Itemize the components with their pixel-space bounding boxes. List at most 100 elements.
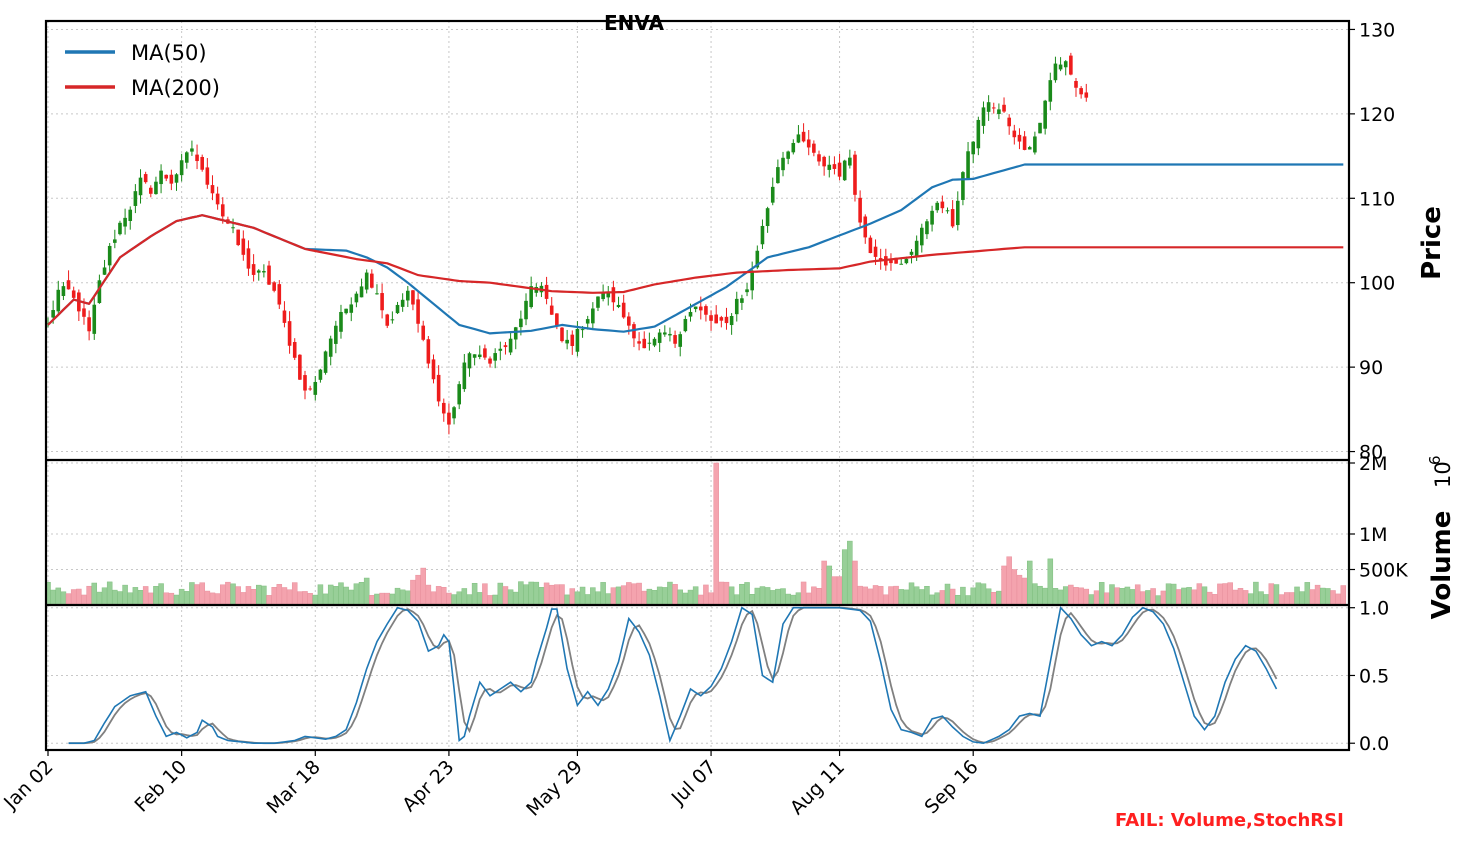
volume-bar-246 xyxy=(1309,589,1316,606)
volume-bar-179 xyxy=(965,595,971,606)
candle-body-85 xyxy=(483,348,487,358)
candle-body-31 xyxy=(205,167,210,185)
volume-bar-200 xyxy=(1073,587,1079,606)
candle-body-62 xyxy=(364,272,369,290)
volume-bar-198 xyxy=(1062,586,1069,606)
candle-body-108 xyxy=(601,293,605,300)
candle-body-59 xyxy=(349,304,354,313)
volume-bar-130 xyxy=(713,462,719,606)
volume-bar-33 xyxy=(214,593,221,606)
volume-bar-55 xyxy=(327,584,334,606)
volume-bar-77 xyxy=(441,587,447,606)
candle-body-141 xyxy=(770,186,775,203)
candle-body-168 xyxy=(909,251,914,255)
candle-body-130 xyxy=(714,314,718,324)
candle-body-13 xyxy=(113,239,117,243)
volume-bar-74 xyxy=(425,584,432,606)
volume-bar-204 xyxy=(1093,590,1100,606)
volume-bar-175 xyxy=(944,583,951,606)
candle-body-61 xyxy=(359,286,364,298)
x-tick-label-2: Mar 18 xyxy=(263,756,325,818)
candle-body-33 xyxy=(215,193,220,205)
volume-bar-18 xyxy=(137,590,144,606)
candle-body-16 xyxy=(128,209,133,221)
volume-bar-6 xyxy=(76,588,82,606)
candle-body-77 xyxy=(441,402,446,414)
volume-bar-143 xyxy=(780,588,786,606)
candle-body-133 xyxy=(729,316,734,326)
candle-body-101 xyxy=(565,339,569,344)
volume-bar-135 xyxy=(739,583,745,606)
volume-bar-189 xyxy=(1016,574,1023,606)
candle-body-56 xyxy=(334,325,338,344)
volume-bar-182 xyxy=(980,583,987,606)
candle-body-57 xyxy=(339,311,343,332)
candle-body-197 xyxy=(1058,64,1063,70)
candle-body-68 xyxy=(395,304,400,314)
volume-bar-38 xyxy=(240,592,247,606)
price-axis-label: Price xyxy=(1417,206,1447,280)
volume-bar-232 xyxy=(1237,588,1244,606)
volume-bar-161 xyxy=(872,585,879,606)
volume-exponent: 10 6 xyxy=(1426,455,1455,488)
volume-bar-11 xyxy=(101,587,108,606)
candle-body-81 xyxy=(462,362,467,390)
candle-body-160 xyxy=(868,237,873,254)
volume-bar-137 xyxy=(749,594,755,606)
volume-bar-99 xyxy=(554,584,560,606)
volume-bar-195 xyxy=(1047,558,1054,606)
volume-bar-164 xyxy=(888,586,894,606)
candle-body-83 xyxy=(472,354,477,358)
candle-body-48 xyxy=(292,342,297,358)
candle-body-192 xyxy=(1033,136,1037,153)
volume-bar-206 xyxy=(1104,592,1110,606)
candle-body-5 xyxy=(71,290,76,298)
volume-bar-186 xyxy=(1001,565,1007,606)
volume-bar-151 xyxy=(821,560,827,606)
volume-bar-76 xyxy=(435,586,442,606)
candle-body-126 xyxy=(693,306,698,310)
candle-body-26 xyxy=(179,160,184,176)
candle-body-150 xyxy=(817,154,821,162)
candle-body-190 xyxy=(1022,136,1027,150)
volume-bar-35 xyxy=(225,581,231,606)
volume-bar-233 xyxy=(1242,590,1249,606)
volume-bar-210 xyxy=(1124,586,1131,606)
volume-bar-166 xyxy=(898,589,904,606)
candle-body-181 xyxy=(976,119,981,149)
price-tick-label-1: 90 xyxy=(1359,357,1383,379)
candle-body-166 xyxy=(899,263,904,265)
candle-body-73 xyxy=(421,325,426,340)
candle-body-34 xyxy=(220,204,225,217)
candle-body-174 xyxy=(940,201,945,209)
candle-body-63 xyxy=(370,273,374,288)
candle-body-93 xyxy=(524,300,528,320)
volume-bar-149 xyxy=(811,586,817,606)
volume-bar-242 xyxy=(1289,592,1295,606)
volume-bar-88 xyxy=(497,582,504,606)
volume-bar-40 xyxy=(250,589,257,606)
candle-body-109 xyxy=(606,291,611,298)
candle-body-53 xyxy=(318,369,323,380)
volume-bar-174 xyxy=(939,590,946,606)
volume-bar-216 xyxy=(1155,595,1161,606)
volume-bar-224 xyxy=(1196,583,1203,606)
candle-body-170 xyxy=(920,227,924,246)
volume-bar-201 xyxy=(1078,587,1084,606)
volume-bar-80 xyxy=(456,591,462,606)
candle-body-38 xyxy=(241,238,246,255)
volume-bar-110 xyxy=(610,587,617,606)
volume-bar-92 xyxy=(518,581,524,606)
volume-bar-169 xyxy=(913,586,920,606)
candle-body-110 xyxy=(611,287,616,303)
volume-bar-109 xyxy=(605,593,612,606)
volume-bar-142 xyxy=(775,588,781,606)
volume-bar-114 xyxy=(631,583,637,606)
volume-bar-145 xyxy=(790,594,797,606)
volume-bar-162 xyxy=(877,586,884,606)
candle-body-94 xyxy=(529,286,533,308)
candle-body-67 xyxy=(390,319,395,321)
volume-bar-72 xyxy=(415,574,421,606)
volume-bar-20 xyxy=(148,592,154,606)
volume-bar-139 xyxy=(759,586,766,606)
